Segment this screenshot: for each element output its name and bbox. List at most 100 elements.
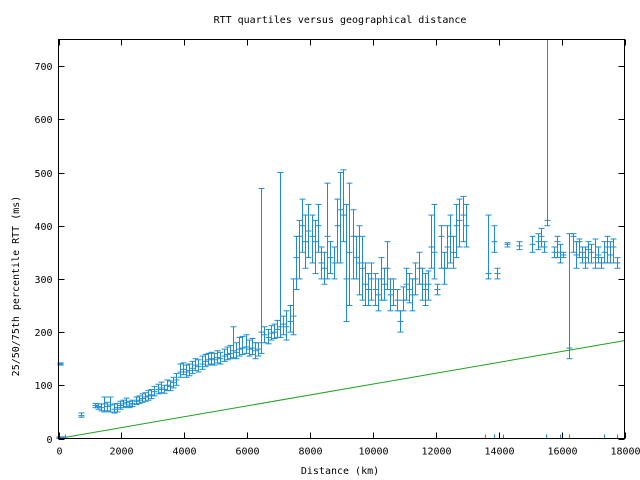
errorbar-point bbox=[315, 203, 322, 253]
errorbar-point bbox=[381, 267, 388, 301]
axis-ticks: 0 2000 4000 6000 8000 10000 12000 14000 16000 180… bbox=[34, 39, 640, 458]
errorbar-point bbox=[343, 203, 350, 322]
errorbar-point bbox=[173, 373, 180, 386]
errorbar-point bbox=[148, 389, 155, 400]
chart-title: RTT quartiles versus geographical distan… bbox=[214, 15, 467, 26]
errorbar-point bbox=[403, 267, 410, 301]
errorbar-point bbox=[504, 242, 511, 248]
errorbar-point bbox=[485, 214, 492, 280]
x-tick-label: 2000 bbox=[109, 447, 133, 458]
x-tick-label: 8000 bbox=[298, 447, 322, 458]
errorbar-point bbox=[255, 342, 262, 357]
errorbar-point bbox=[114, 402, 121, 413]
errorbar-point bbox=[494, 267, 501, 280]
errorbar-point bbox=[101, 396, 108, 413]
errorbar-point bbox=[428, 214, 435, 269]
y-tick-label: 0 bbox=[46, 435, 52, 446]
errorbar-point bbox=[312, 219, 319, 275]
errorbar-point bbox=[394, 289, 401, 312]
y-tick-label: 100 bbox=[34, 381, 52, 392]
errorbar-point bbox=[359, 235, 366, 301]
errorbar-point bbox=[164, 379, 171, 392]
errorbar-point bbox=[390, 278, 397, 306]
errorbar-point bbox=[460, 195, 467, 243]
errorbar-point bbox=[353, 235, 360, 280]
errorbar-point bbox=[412, 262, 419, 296]
errorbar-point bbox=[463, 203, 470, 248]
errorbar-point bbox=[161, 384, 168, 394]
y-axis-label: 25/50/75th percentile RTT (ms) bbox=[11, 196, 22, 377]
errorbar-point bbox=[422, 273, 429, 306]
x-tick-label: 12000 bbox=[421, 447, 451, 458]
errorbar-point bbox=[98, 403, 105, 412]
errorbar-point bbox=[318, 246, 325, 280]
errorbar-point bbox=[309, 214, 316, 264]
errorbar-point bbox=[283, 310, 290, 341]
errorbar-point bbox=[78, 412, 85, 418]
errorbar-point bbox=[375, 278, 382, 312]
x-tick-label: 6000 bbox=[235, 447, 259, 458]
errorbar-point bbox=[406, 273, 413, 304]
errorbar-point bbox=[236, 336, 243, 357]
errorbar-point bbox=[249, 337, 256, 355]
errorbar-point bbox=[397, 310, 404, 333]
errorbar-point bbox=[189, 360, 196, 375]
errorbar-point bbox=[271, 323, 278, 339]
errorbar-point bbox=[431, 203, 438, 280]
errorbar-point bbox=[299, 198, 306, 253]
errorbar-point bbox=[261, 326, 268, 344]
errorbar-point bbox=[268, 325, 275, 341]
errorbar-point bbox=[419, 267, 426, 301]
errorbar-point bbox=[434, 283, 441, 296]
errorbar-point bbox=[293, 235, 300, 291]
errorbar-point bbox=[155, 383, 162, 395]
errorbar-point bbox=[280, 315, 287, 336]
errorbar-point bbox=[239, 335, 246, 355]
errorbar-point bbox=[258, 187, 265, 354]
errorbar-point bbox=[302, 214, 309, 269]
errorbar-point bbox=[296, 219, 303, 280]
errorbar-point bbox=[372, 273, 379, 306]
errorbar-point bbox=[541, 241, 548, 253]
errorbar-point bbox=[368, 262, 375, 301]
reference-line bbox=[58, 340, 625, 439]
errorbar-point bbox=[243, 334, 250, 354]
errorbar-point bbox=[158, 381, 165, 394]
errorbar-point bbox=[447, 214, 454, 264]
errorbar-point bbox=[192, 358, 199, 371]
errorbar-point bbox=[290, 278, 297, 336]
errorbar-point bbox=[570, 233, 577, 253]
errorbar-point bbox=[387, 278, 394, 312]
errorbar-point bbox=[491, 225, 498, 253]
errorbar-point bbox=[356, 225, 363, 296]
errorbar-point bbox=[604, 235, 611, 264]
errorbar-point bbox=[438, 225, 445, 269]
errorbar-point bbox=[425, 270, 432, 301]
errorbar-point bbox=[199, 355, 206, 370]
y-tick-label: 600 bbox=[34, 115, 52, 126]
errorbar-point bbox=[117, 400, 124, 410]
errorbar-point bbox=[444, 225, 451, 269]
x-tick-label: 16000 bbox=[547, 447, 577, 458]
errorbar-point bbox=[538, 227, 545, 248]
errorbar-point bbox=[227, 344, 234, 360]
errorbar-point bbox=[350, 209, 357, 280]
errorbar-point bbox=[614, 257, 621, 269]
errorbar-point bbox=[610, 238, 617, 264]
errorbar-point bbox=[516, 241, 523, 251]
errorbar-point bbox=[450, 235, 457, 269]
errorbar-point bbox=[277, 172, 284, 338]
errorbar-point bbox=[104, 401, 111, 412]
x-axis-label: Distance (km) bbox=[301, 466, 379, 477]
y-tick-label: 400 bbox=[34, 222, 52, 233]
y-tick-label: 200 bbox=[34, 328, 52, 339]
errorbar-point bbox=[576, 238, 583, 259]
errorbar-point bbox=[151, 385, 158, 397]
errorbar-point bbox=[340, 169, 347, 243]
errorbar-point bbox=[601, 241, 608, 264]
errorbar-point bbox=[595, 246, 602, 264]
errorbar-point bbox=[208, 351, 215, 365]
errorbar-point bbox=[384, 241, 391, 291]
errorbar-point bbox=[592, 238, 599, 269]
